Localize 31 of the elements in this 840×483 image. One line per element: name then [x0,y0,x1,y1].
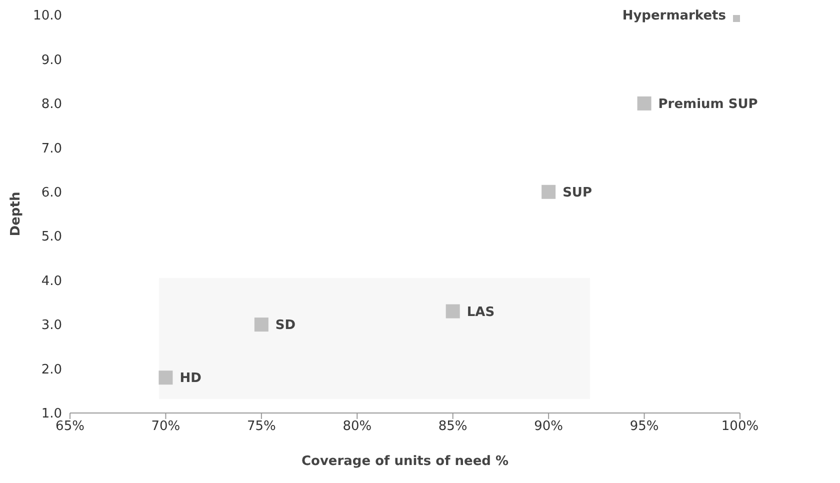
y-tick-label: 5.0 [41,230,62,245]
y-tick-label: 10.0 [33,8,62,24]
x-tick-label: 75% [246,419,276,434]
y-tick-label: 3.0 [41,318,62,334]
y-tick-label: 7.0 [41,141,62,156]
x-tick-label: 70% [151,419,180,434]
y-axis-title: Depth [8,192,24,236]
annotation: SD [275,318,296,334]
point [254,318,268,332]
y-tick-label: 2.0 [41,362,62,378]
point [158,370,173,385]
x-tick-label: 95% [630,419,659,434]
y-tick-label: 6.0 [41,186,62,201]
annotation: Premium SUP [658,97,758,112]
x-axis-title: Coverage of units of need % [301,454,509,469]
y-tick-label: 4.0 [41,274,62,289]
x-tick-label: 90% [534,419,564,434]
annotation: HD [180,371,202,386]
point [637,96,652,110]
x-tick-label: 85% [438,419,468,434]
annotation: Hypermarkets [622,8,726,24]
annotation: LAS [466,304,495,320]
point [542,184,556,199]
x-tick-label: 80% [342,419,372,434]
y-tick-label: 8.0 [41,97,62,112]
annotation: SUP [562,186,592,201]
x-tick-label: 65% [56,419,84,434]
point [446,304,460,318]
x-tick-label: 100% [721,419,759,434]
y-tick-label: 9.0 [41,52,62,68]
y-tick-label: 1.0 [41,406,62,422]
